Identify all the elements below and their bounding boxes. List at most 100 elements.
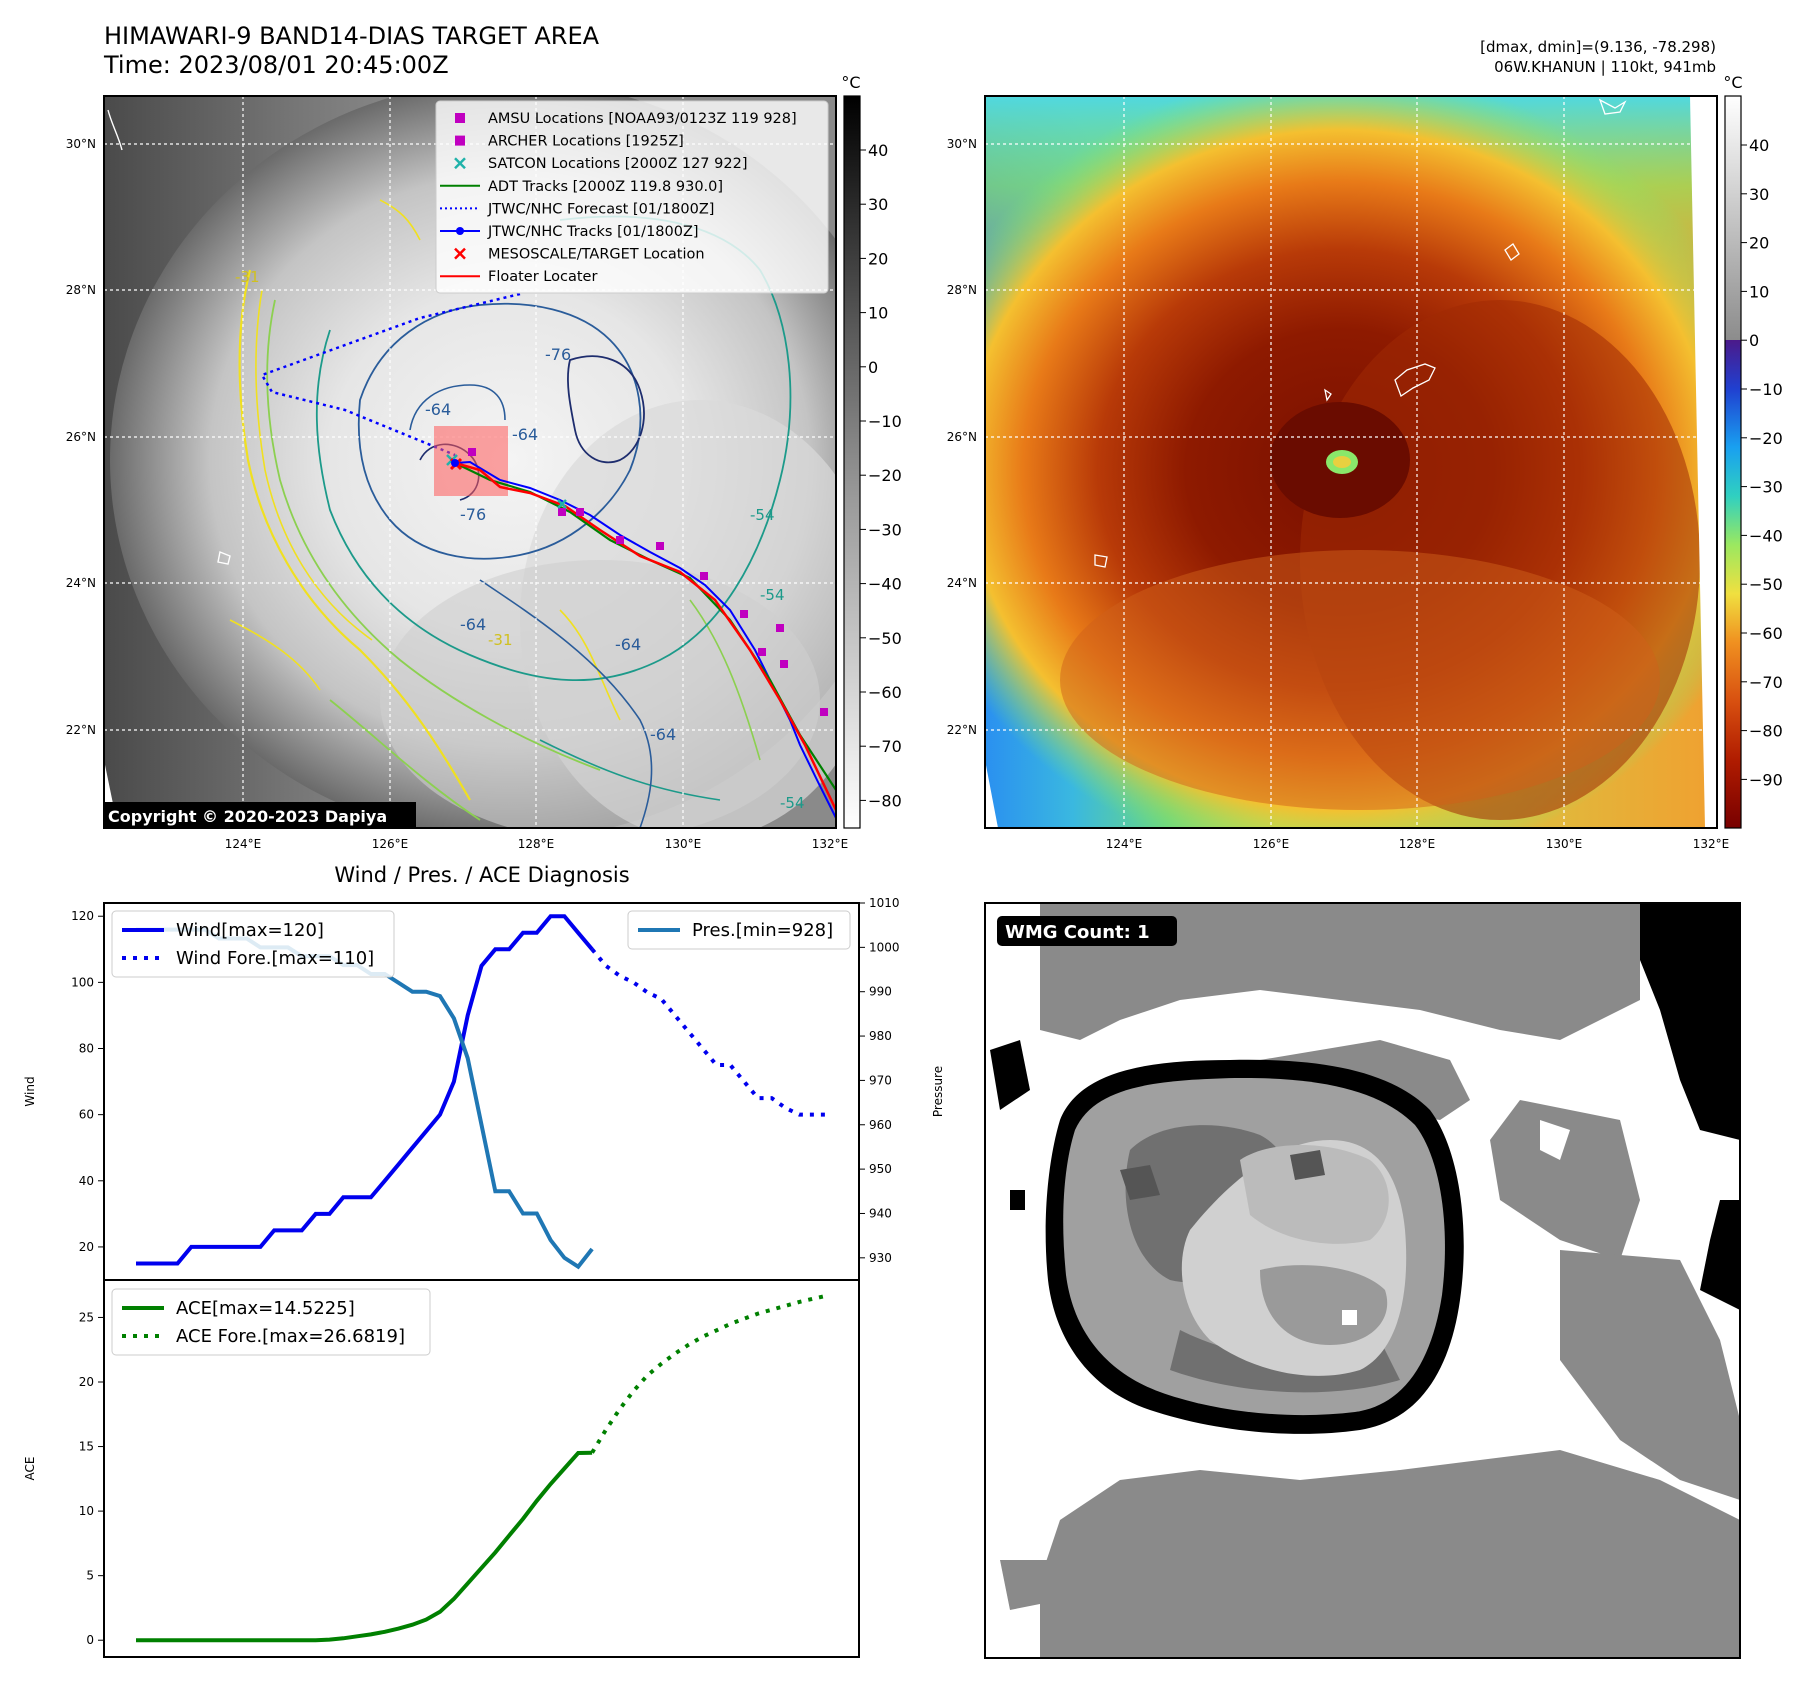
y-tick-label: 20 [79,1240,94,1254]
colorbar-tick-label: 10 [868,304,888,323]
contour-label: -76 [545,345,571,364]
colorbar-tick-label: −50 [868,629,902,648]
color-ir-map-panel [985,96,1717,828]
legend-marker [454,247,466,260]
y-tick-label: 25 [79,1310,94,1324]
series-line [136,914,594,1266]
y-right-tick-label: 940 [869,1206,892,1220]
figure-title: HIMAWARI-9 BAND14-DIAS TARGET AREA [104,22,600,50]
lon-tick-label: 130°E [1546,837,1583,851]
gray-colorbar-unit: °C [841,73,860,92]
contour-label: -64 [615,635,641,654]
wmg-count-label: WMG Count: 1 [1005,922,1150,943]
y-axis-label: Wind [23,1076,37,1106]
chart-legend [111,1288,431,1356]
y-right-tick-label: 960 [869,1118,892,1132]
dmax-dmin-label: [dmax, dmin]=(9.136, -78.298) [1480,38,1716,56]
colorbar-tick-label: 20 [868,249,888,268]
color-colorbar-unit: °C [1723,73,1742,92]
lon-tick-label: 126°E [372,837,409,851]
lon-tick-label: 128°E [1399,837,1436,851]
lon-tick-label: 126°E [1253,837,1290,851]
chart-legend [627,910,851,950]
legend-marker [456,227,464,235]
chart-legend-label: Wind[max=120] [176,920,324,941]
legend-label: JTWC/NHC Forecast [01/1800Z] [487,201,714,217]
lat-tick-label: 30°N [66,137,96,151]
copyright-label: Copyright © 2020-2023 Dapiya [108,807,387,826]
map-legend: AMSU Locations [NOAA93/0123Z 119 928] ARC… [435,100,829,294]
color-colorbar: °C 40 30 20 10 0 −10 −20 −30 −40 −50 −60 −70 −80 −90 [1723,73,1783,829]
lon-tick-label: 124°E [1106,837,1143,851]
y-right-tick-label: 1000 [869,940,900,954]
y-tick-label: 15 [79,1440,94,1454]
chart-legend-label: Wind Fore.[max=110] [176,948,374,969]
ace-chart: 0 5 10 15 20 25 ACE ACE[max=14.5225] ACE Fore.[m… [23,1279,860,1658]
contour-label: -31 [488,631,513,649]
legend-label: ARCHER Locations [1925Z] [488,134,684,150]
colorbar-tick-label: 30 [868,195,888,214]
lat-tick-label: 26°N [66,430,96,444]
y-right-tick-label: 950 [869,1162,892,1176]
lat-tick-label: 24°N [947,576,977,590]
lat-tick-label: 30°N [947,137,977,151]
colorbar-tick-label: 40 [1749,136,1769,155]
contour-label: -76 [460,505,486,524]
y-tick-label: 120 [71,909,94,923]
contour-label: -31 [235,268,260,286]
diagnosis-title: Wind / Pres. / ACE Diagnosis [334,863,629,887]
lat-tick-label: 26°N [947,430,977,444]
colorbar-tick-label: −40 [1749,526,1783,545]
legend-label: Floater Locater [488,269,597,285]
lat-tick-label: 22°N [66,723,96,737]
series-line [590,1293,828,1454]
lon-tick-label: 130°E [665,837,702,851]
colorbar-tick-label: −20 [1749,429,1783,448]
series-line [136,1450,593,1643]
colorbar-tick-label: −80 [868,791,902,810]
colorbar-tick-label: −30 [868,520,902,539]
legend-label: JTWC/NHC Tracks [01/1800Z] [487,224,699,240]
chart-legend-label: ACE Fore.[max=26.6819] [176,1326,405,1347]
colorbar-tick-label: −10 [1749,380,1783,399]
lon-tick-label: 124°E [225,837,262,851]
wmg-frame [984,902,1741,1659]
y-tick-label: 5 [86,1569,94,1583]
y-right-tick-label: 980 [869,1029,892,1043]
colorbar-tick-label: −10 [868,412,902,431]
chart-legend-label: ACE[max=14.5225] [176,1298,355,1319]
colorbar-tick-label: 10 [1749,282,1769,301]
gray-colorbar: °C 40 30 20 10 0 −10 −20 −30 −40 −50 −60 −70 −80 [841,73,902,829]
lon-tick-label: 132°E [1693,837,1730,851]
colorbar-tick-label: 0 [1749,331,1759,350]
lat-tick-label: 24°N [66,576,96,590]
y-tick-label: 20 [79,1375,94,1389]
y-axis-label: ACE [23,1457,37,1481]
colorbar-tick-label: −60 [868,683,902,702]
lat-tick-label: 28°N [66,283,96,297]
y-right-axis-label: Pressure [931,1066,945,1117]
contour-label: -54 [760,586,785,604]
colorbar-tick-label: −40 [868,575,902,594]
contour-label: -64 [460,615,486,634]
gray-ir-map-panel: -76 -76 -64 -64 -64 -64 -64 -54 -54 -54 … [104,96,836,828]
color-map-frame [984,95,1718,829]
y-tick-label: 100 [71,975,94,989]
legend-label: SATCON Locations [2000Z 127 922] [488,156,747,172]
legend-marker [455,113,465,123]
colorbar-tick-label: 0 [868,358,878,377]
legend-label: MESOSCALE/TARGET Location [488,247,705,263]
colorbar-tick-label: −70 [1749,673,1783,692]
legend-label: ADT Tracks [2000Z 119.8 930.0] [488,179,723,195]
colorbar-tick-label: −80 [1749,722,1783,741]
contour-label: -64 [425,400,451,419]
y-tick-label: 80 [79,1042,94,1056]
y-tick-label: 0 [86,1633,94,1647]
lat-tick-label: 22°N [947,723,977,737]
y-tick-label: 40 [79,1174,94,1188]
colorbar-tick-label: −70 [868,737,902,756]
lon-tick-label: 128°E [518,837,555,851]
y-right-tick-label: 930 [869,1251,892,1265]
colorbar-tick-label: −50 [1749,575,1783,594]
